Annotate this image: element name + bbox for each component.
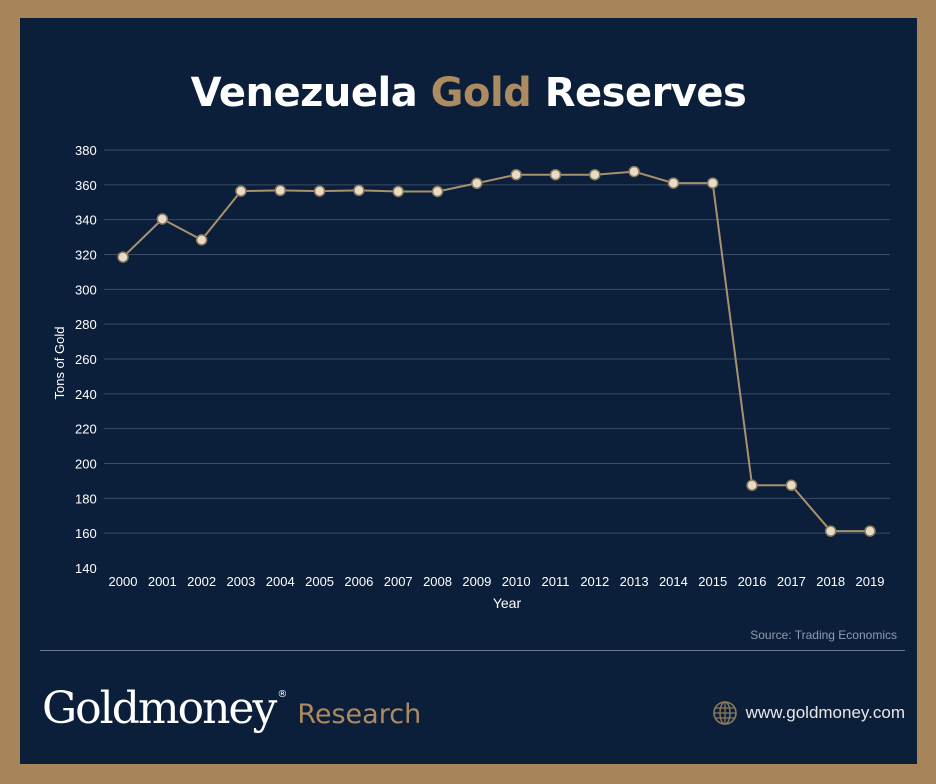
brand-logo: Goldmoney ® Research [42, 683, 421, 743]
data-point [785, 479, 798, 492]
x-tick-label: 2010 [502, 574, 531, 589]
website-label[interactable]: www.goldmoney.com [745, 703, 905, 722]
data-point [313, 185, 326, 197]
data-point [431, 185, 444, 198]
data-point [392, 185, 404, 198]
globe-icon [712, 701, 737, 725]
line-chart: 140 160 180 200 220 240 260 280 300 320 340 360 380 2… [52, 143, 890, 611]
website[interactable]: www.goldmoney.com [712, 700, 905, 726]
title-part-gold: Gold [430, 70, 532, 116]
data-point [353, 184, 365, 197]
x-tick-label: 2003 [226, 574, 255, 589]
x-axis-label: Year [493, 595, 522, 611]
data-point [549, 168, 562, 181]
data-point [746, 479, 758, 492]
x-tick-label: 2006 [344, 574, 373, 589]
x-tick-label: 2007 [384, 574, 413, 589]
y-tick-label: 280 [75, 317, 97, 332]
data-point [274, 184, 287, 197]
brand-name: Goldmoney [42, 683, 277, 734]
y-tick-label: 380 [75, 143, 97, 158]
x-tick-label: 2004 [266, 574, 295, 589]
data-point [864, 525, 876, 537]
data-point [471, 177, 483, 190]
x-tick-label: 2015 [698, 574, 727, 589]
data-point [510, 168, 522, 181]
y-tick-label: 260 [75, 352, 97, 367]
data-point [589, 168, 601, 181]
chart-title: Venezuela Gold Reserves [20, 70, 917, 116]
title-part-3: Reserves [544, 70, 747, 116]
chart-panel: Venezuela Gold Reserves 140 160 180 200 220 2… [20, 18, 917, 764]
y-tick-label: 340 [75, 213, 97, 228]
x-tick-label: 2008 [423, 574, 452, 589]
x-tick-label: 2014 [659, 574, 688, 589]
data-point [156, 213, 169, 225]
title-part-1: Venezuela [190, 70, 418, 116]
x-tick-label: 2013 [620, 574, 649, 589]
data-point [235, 185, 247, 197]
data-point [195, 234, 208, 246]
x-tick-label: 2012 [580, 574, 609, 589]
divider [40, 650, 905, 651]
x-tick-label: 2016 [738, 574, 767, 589]
y-tick-label: 180 [75, 491, 97, 506]
x-tick-label: 2001 [148, 574, 177, 589]
x-tick-label: 2000 [109, 574, 138, 589]
y-tick-label: 140 [75, 561, 97, 576]
data-point [628, 165, 640, 178]
brand-registered-mark: ® [277, 689, 288, 700]
y-tick-label: 200 [75, 457, 97, 472]
y-tick-label: 240 [75, 387, 97, 402]
data-point [117, 251, 129, 263]
source-note: Source: Trading Economics [750, 628, 897, 642]
y-axis-label: Tons of Gold [52, 327, 67, 400]
x-tick-label: 2005 [305, 574, 334, 589]
y-tick-label: 220 [75, 422, 97, 437]
x-tick-label: 2017 [777, 574, 806, 589]
brand-research: Research [297, 699, 422, 730]
x-tick-label: 2011 [541, 574, 569, 589]
x-tick-label: 2019 [856, 574, 885, 589]
x-tick-label: 2018 [816, 574, 845, 589]
y-tick-label: 300 [75, 282, 97, 297]
data-point [667, 177, 680, 189]
y-tick-label: 360 [75, 178, 97, 193]
y-tick-label: 320 [75, 248, 97, 263]
data-point [824, 525, 837, 537]
series-line [122, 170, 870, 533]
x-tick-label: 2009 [462, 574, 491, 589]
data-point [706, 177, 719, 189]
y-tick-label: 160 [75, 526, 97, 541]
x-tick-label: 2002 [187, 574, 216, 589]
